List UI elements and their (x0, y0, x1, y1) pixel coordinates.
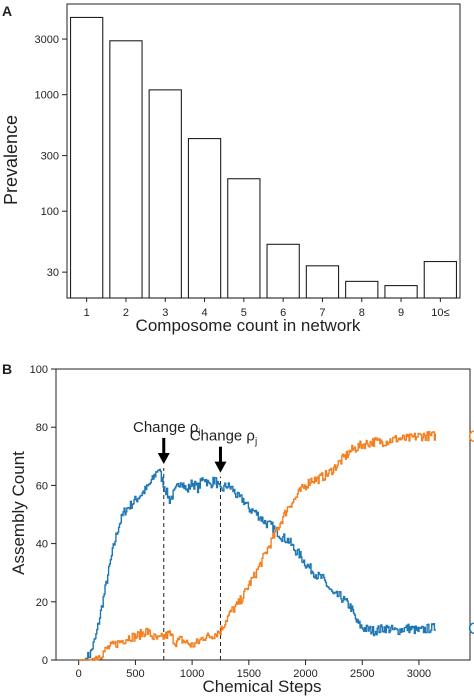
bar-chart-xtick-label: 10≤ (431, 307, 449, 319)
line-chart-xtick-label: 1000 (180, 668, 204, 680)
line-chart-xtick-label: 3000 (407, 668, 431, 680)
bar-3 (148, 89, 182, 299)
bar-chart-xtick-label: 6 (280, 307, 286, 319)
line-chart-xlabel: Chemical Steps (202, 677, 321, 696)
bar-chart-xlabel: Composome count in network (136, 316, 361, 335)
series-label-main: C (468, 427, 474, 446)
bar-chart-ytick-label: 1000 (35, 90, 59, 102)
line-chart-ytick-label: 100 (30, 364, 48, 376)
bar-chart-xtick-label: 1 (84, 307, 90, 319)
bar-chart: Prevalence Composome count in network 30… (1, 3, 461, 335)
bar-chart-ytick-label: 100 (41, 206, 59, 218)
bar-chart-ytick-label: 30 (47, 267, 59, 279)
bar-6 (266, 243, 300, 299)
annotation-2: Change ρj (190, 428, 257, 448)
bar-chart-xtick-label: 8 (359, 307, 365, 319)
bar-7 (305, 265, 340, 299)
bar-chart-ylabel: Prevalence (1, 115, 21, 205)
line-chart-ytick-label: 60 (36, 480, 48, 492)
bar-chart-ytick-label: 300 (41, 151, 59, 163)
bar-chart-xtick-label: 2 (123, 307, 129, 319)
line-chart-xtick-label: 2000 (293, 668, 317, 680)
bar-8 (345, 280, 379, 299)
line-chart-plot-frame (55, 368, 471, 661)
bar-chart-plot-frame (66, 3, 461, 299)
bar-4 (187, 138, 222, 299)
series-label-2: C2 (468, 427, 474, 450)
bar-2 (109, 40, 143, 299)
bar-1 (69, 16, 104, 299)
bar-chart-xtick-label: 4 (201, 307, 207, 319)
panel-b-label: B (2, 361, 12, 377)
bar-chart-xtick-label: 7 (319, 307, 325, 319)
line-chart-ytick-label: 20 (36, 597, 48, 609)
series-label-1: C1 (468, 619, 474, 642)
bar-5 (227, 178, 261, 299)
annotation-subscript: i (198, 428, 200, 439)
series-C1-line (78, 468, 436, 661)
bar-chart-ytick-label: 3000 (35, 34, 59, 46)
annotation-text: Change ρ (190, 428, 255, 445)
bar-10 (423, 260, 458, 299)
bar-chart-xtick-label: 3 (162, 307, 168, 319)
line-chart-xtick-label: 1500 (237, 668, 261, 680)
series-C2-line (78, 431, 436, 661)
annotation-subscript: j (254, 437, 257, 448)
line-chart-ytick-label: 40 (36, 539, 48, 551)
series-label-main: C (468, 619, 474, 638)
line-chart-ylabel: Assembly Count (9, 451, 28, 575)
arrow-head-1 (157, 452, 170, 464)
line-chart-xtick-label: 2500 (350, 668, 374, 680)
bar-9 (384, 285, 418, 299)
bar-chart-xtick-label: 9 (398, 307, 404, 319)
line-chart-ytick-label: 0 (42, 655, 48, 667)
line-chart-xtick-label: 0 (76, 668, 82, 680)
panel-a-label: A (2, 3, 12, 19)
line-chart-ytick-label: 80 (36, 422, 48, 434)
annotation-text: Change ρ (133, 419, 198, 436)
line-chart: Assembly Count Chemical Steps 0 20 40 60 80 1… (9, 364, 474, 696)
arrow-head-2 (214, 461, 227, 473)
line-chart-xtick-label: 500 (126, 668, 144, 680)
annotation-1: Change ρi (133, 419, 200, 439)
bar-chart-xtick-label: 5 (241, 307, 247, 319)
